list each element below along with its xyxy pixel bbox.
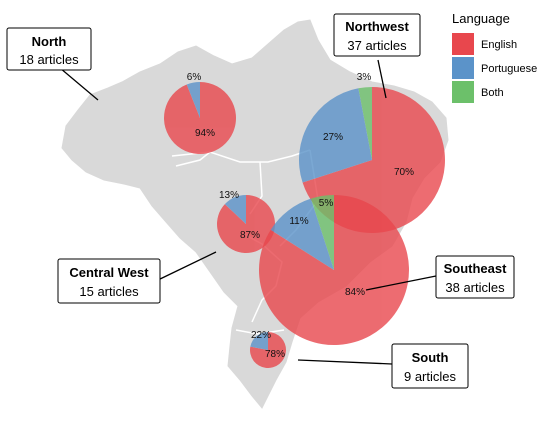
pie-pct-label-north-english: 94% [195,128,215,139]
pie-slice-south-portuguese [250,332,268,350]
pie-pct-label-southeast-portuguese: 11% [289,216,308,227]
pie-pct-label-south-english: 78% [265,349,285,360]
region-count-south: 9 articles [404,369,457,384]
region-count-northeast: 37 articles [347,38,407,53]
leader-south [297,359,393,365]
legend: Language English Portuguese Both [452,11,537,103]
region-name-central-west: Central West [69,265,149,280]
pie-pct-label-southeast-english: 84% [345,287,365,298]
pie-pct-label-northeast-english: 70% [394,167,414,178]
pie-slice-southeast-portuguese [270,198,334,270]
region-count-central-west: 15 articles [79,284,139,299]
region-name-southeast: Southeast [444,261,508,276]
pie-pct-label-central-west-portuguese: 13% [219,190,239,201]
leader-central-west [157,251,217,281]
label-box-southeast: Southeast 38 articles [435,255,515,299]
legend-label-portuguese: Portuguese [481,63,537,75]
pie-slice-southeast-both [310,195,334,270]
pie-layer: 94% 6% 70% 27% 3% 87% 13% 84% 11% 5% 78% 22% [163,72,445,368]
pie-slice-northeast-portuguese [299,88,372,183]
pie-southeast [259,195,410,346]
pie-pct-label-northeast-portuguese: 27% [323,132,343,143]
pie-pct-label-north-portuguese: 6% [187,72,202,83]
legend-label-both: Both [481,87,504,99]
region-border-south [235,329,285,335]
label-box-north: North 18 articles [6,27,92,71]
region-count-southeast: 38 articles [445,280,505,295]
leader-northeast [377,59,387,99]
pie-pct-label-northeast-both: 3% [357,72,372,83]
pie-slice-north-english [163,82,236,155]
pie-pct-label-southeast-both: 5% [319,198,334,209]
pie-central-west [217,194,275,253]
pie-pct-label-south-portuguese: 22% [251,330,271,341]
pie-north [163,82,236,155]
legend-swatch-both [452,81,474,103]
region-count-north: 18 articles [19,52,79,67]
legend-swatch-english [452,33,474,55]
pie-slice-north-portuguese [186,82,200,118]
leader-north [59,67,99,101]
region-name-south: South [412,350,449,365]
pie-slice-northeast-both [358,87,372,160]
pie-south [250,332,286,368]
legend-swatch-portuguese [452,57,474,79]
leader-southeast [365,275,437,291]
pie-slice-central-west-portuguese [224,195,246,224]
label-box-central-west: Central West 15 articles [57,258,161,304]
region-name-north: North [32,34,67,49]
label-box-south: South 9 articles [391,343,469,389]
legend-title: Language [452,11,510,26]
label-box-northeast: Northwest 37 articles [333,13,421,57]
region-name-northeast: Northwest [345,19,409,34]
legend-label-english: English [481,39,517,51]
pie-pct-label-central-west-english: 87% [240,230,260,241]
